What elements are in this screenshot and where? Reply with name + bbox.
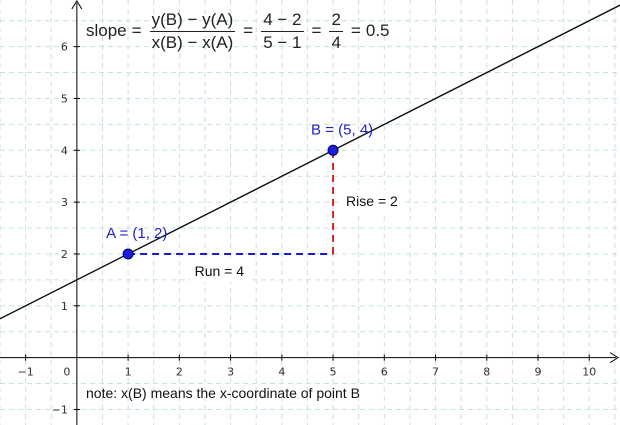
x-tick-label: 8 [483, 366, 490, 379]
x-tick-label: 0 [63, 366, 70, 379]
y-tick-label: 2 [61, 248, 68, 261]
x-tick-label: 4 [278, 366, 285, 379]
y-tick-label: 6 [61, 41, 68, 54]
point-a[interactable] [122, 248, 134, 260]
y-axis-arrow [71, 0, 83, 10]
x-tick-label: 3 [227, 366, 234, 379]
symbolic-denominator: x(B) − x(A) [151, 32, 234, 52]
y-tick-label: −1 [52, 403, 68, 416]
symbolic-fraction: y(B) − y(A) x(B) − x(A) [149, 10, 236, 52]
simplified-denominator: 4 [331, 32, 341, 52]
x-axis-arrow [609, 352, 619, 364]
x-tick-label: 10 [582, 366, 596, 379]
symbolic-numerator: y(B) − y(A) [149, 10, 236, 32]
x-tick-label: 1 [125, 366, 132, 379]
x-tick-label: 6 [381, 366, 388, 379]
slope-formula: slope = y(B) − y(A) x(B) − x(A) = 4 − 2 … [86, 6, 390, 56]
line-through-points[interactable] [0, 4, 620, 320]
equals-sign: = [350, 21, 361, 40]
numeric-denominator: 5 − 1 [263, 32, 302, 52]
y-tick-label: 5 [61, 92, 68, 105]
points[interactable]: A = (1, 2) B = (5, 4) [106, 121, 373, 260]
slope-word: slope [86, 21, 127, 40]
equals-sign: = [131, 21, 142, 40]
note-text: note: x(B) means the x-coordinate of poi… [86, 385, 360, 401]
point-b[interactable] [327, 144, 339, 156]
x-tick-label: 7 [432, 366, 439, 379]
x-tick-label: 9 [535, 366, 542, 379]
y-tick-label: 4 [61, 144, 68, 157]
tick-labels: −1 0 1 2 3 4 5 6 7 8 9 10 −1 1 2 3 4 5 6 [18, 41, 597, 417]
equals-sign: = [243, 21, 254, 40]
rise-label: Rise = 2 [342, 190, 402, 213]
y-tick-label: 1 [61, 300, 68, 313]
x-tick-label: −1 [18, 366, 34, 379]
rise-run-segments [128, 150, 335, 255]
x-tick-label: 2 [176, 366, 183, 379]
numeric-fraction: 4 − 2 5 − 1 [261, 10, 304, 52]
point-b-label: B = (5, 4) [311, 121, 373, 138]
simplified-fraction: 2 4 [329, 10, 343, 52]
numeric-numerator: 4 − 2 [261, 10, 304, 32]
slope-result: 0.5 [365, 21, 390, 40]
y-tick-label: 3 [61, 196, 68, 209]
equals-sign: = [311, 21, 322, 40]
x-tick-label: 5 [330, 366, 337, 379]
run-label: Run = 4 [190, 259, 249, 282]
line-ab[interactable] [0, 4, 620, 320]
point-a-label: A = (1, 2) [106, 225, 167, 242]
simplified-numerator: 2 [329, 10, 343, 32]
